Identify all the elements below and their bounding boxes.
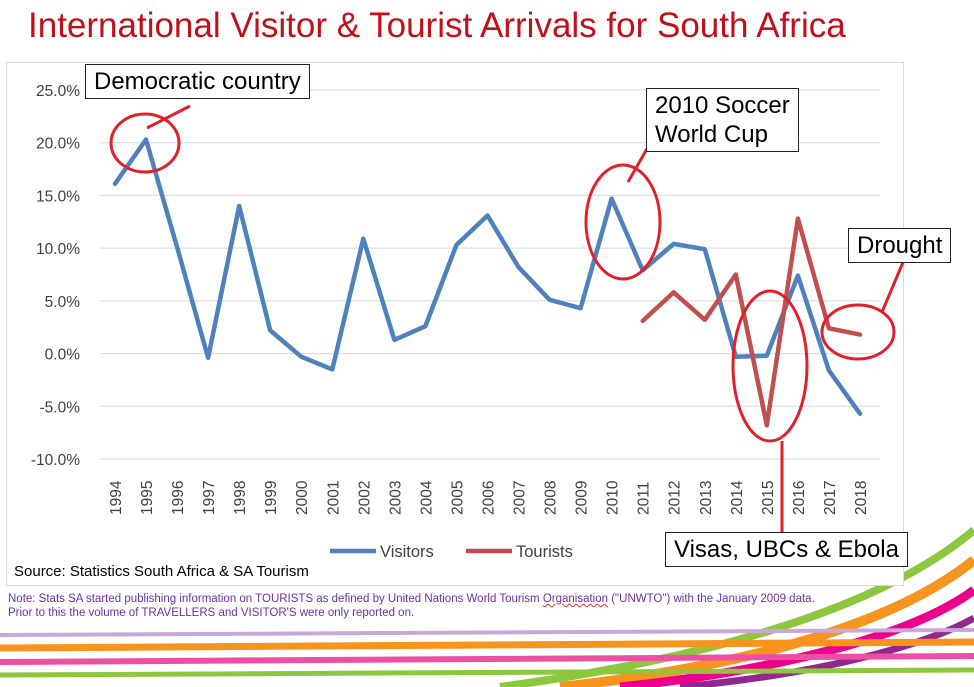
page-title: International Visitor & Tourist Arrivals…: [28, 6, 846, 45]
x-tick-label: 2018: [853, 481, 870, 515]
y-tick-label: 0.0%: [45, 347, 81, 364]
y-tick-label: -5.0%: [40, 399, 81, 416]
x-tick-label: 2016: [791, 481, 808, 515]
leader-line-drought: [880, 259, 906, 313]
x-tick-label: 2015: [760, 481, 777, 515]
footnote-part2: ("UNWTO") with the January 2009 data. Pr…: [8, 593, 815, 619]
x-tick-label: 2002: [356, 481, 373, 515]
footnote-part1: Note: Stats SA started publishing inform…: [8, 593, 543, 605]
callout-democratic-country: Democratic country: [85, 64, 310, 99]
y-tick-label: 20.0%: [36, 136, 80, 153]
y-tick-label: 25.0%: [36, 83, 80, 100]
legend-label-visitors: Visitors: [380, 543, 434, 561]
x-tick-label: 2009: [574, 481, 591, 515]
y-tick-label: 15.0%: [36, 188, 80, 205]
x-tick-label: 2014: [729, 480, 746, 515]
x-tick-label: 2004: [418, 480, 435, 515]
annotation-ellipse-2010: [584, 163, 662, 281]
x-tick-label: 1999: [263, 481, 280, 515]
callout-visas: Visas, UBCs & Ebola: [665, 532, 908, 567]
y-tick-label: 10.0%: [36, 241, 80, 258]
x-tick-label: 2012: [667, 481, 684, 515]
series-line-visitors: [112, 137, 863, 416]
annotation-ellipse-2015: [731, 289, 809, 443]
footnote-underlined-word: Organisation: [542, 593, 609, 605]
x-tick-label: 2003: [387, 481, 404, 515]
annotation-ellipse-1995: [109, 112, 181, 174]
y-tick-label: 5.0%: [45, 294, 81, 311]
x-tick-label: 2006: [480, 481, 497, 515]
x-tick-label: 2017: [822, 481, 839, 515]
x-tick-label: 2010: [605, 480, 622, 515]
series-line-tourists: [640, 216, 863, 428]
line-chart: 25.0% 20.0% 15.0% 10.0% 5.0% 0.0% -5.0% -10.0% 1…: [31, 83, 906, 561]
callout-democratic-text: Democratic country: [94, 68, 301, 95]
callout-world-cup-line2: World Cup: [655, 121, 768, 148]
source-text: Source: Statistics South Africa & SA Tou…: [14, 563, 309, 580]
x-tick-label: 2001: [325, 481, 342, 515]
x-tick-label: 2007: [512, 481, 529, 515]
annotation-ellipse-2018: [820, 303, 896, 361]
footnote: Note: Stats SA started publishing inform…: [8, 592, 828, 620]
y-tick-label: -10.0%: [31, 452, 80, 469]
x-tick-label: 2005: [449, 481, 466, 515]
callout-drought: Drought: [848, 228, 952, 263]
x-tick-label: 1996: [170, 481, 187, 515]
legend-label-tourists: Tourists: [516, 543, 573, 561]
leader-line-democratic: [146, 104, 191, 130]
x-tick-label: 1994: [108, 480, 125, 515]
x-tick-label: 2008: [543, 481, 560, 515]
x-tick-label: 1997: [201, 481, 218, 515]
callout-visas-text: Visas, UBCs & Ebola: [674, 536, 899, 563]
callout-drought-text: Drought: [857, 232, 943, 259]
callout-world-cup-line1: 2010 Soccer: [655, 92, 790, 119]
x-tick-label: 2013: [698, 481, 715, 515]
x-tick-label: 2000: [294, 480, 311, 515]
x-tick-label: 1995: [139, 481, 156, 515]
callout-world-cup: 2010 Soccer World Cup: [646, 88, 799, 152]
x-tick-label: 1998: [232, 481, 249, 515]
x-tick-label: 2011: [636, 482, 653, 515]
